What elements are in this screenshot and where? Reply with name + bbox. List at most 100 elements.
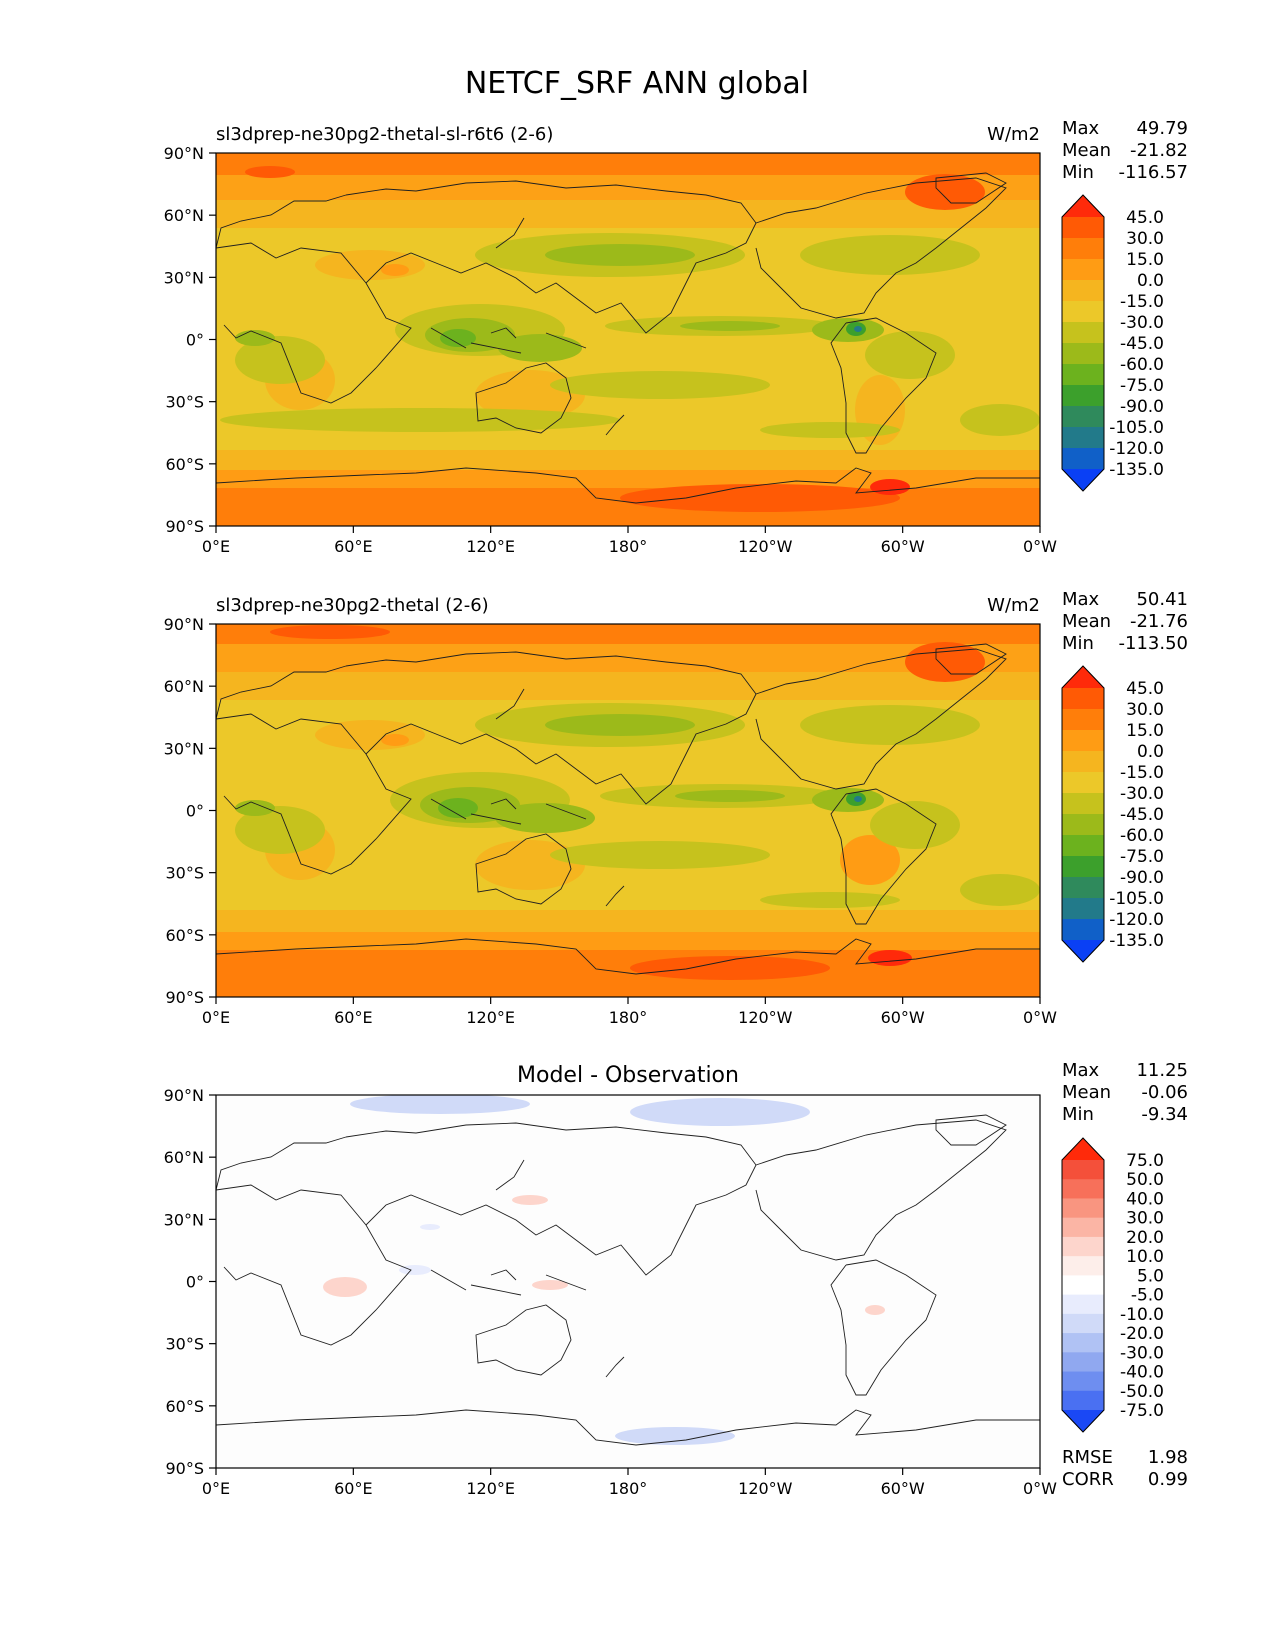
colorbar-label: 30.0 <box>1126 229 1164 249</box>
colorbar-bin <box>1062 322 1104 344</box>
colorbar-label: -135.0 <box>1109 931 1164 951</box>
colorbar-bin <box>1062 1236 1104 1257</box>
lat-tick-label: 90°N <box>164 615 204 634</box>
lat-tick-label: 30°S <box>165 393 204 412</box>
lat-tick-label: 30°N <box>164 268 204 287</box>
panel-1-map <box>216 153 1040 526</box>
panel-2-stat-value: -113.50 <box>1119 633 1188 654</box>
colorbar-bin <box>1062 1313 1104 1334</box>
lat-tick-label: 90°S <box>165 988 204 1007</box>
colorbar-label: 0.0 <box>1137 742 1164 762</box>
panel-3-colorbar: 75.050.040.030.020.010.05.0-5.0-10.0-20.… <box>1061 1137 1164 1433</box>
colorbar-label: 30.0 <box>1126 1209 1164 1229</box>
colorbar-bin <box>1062 1256 1104 1276</box>
panel-3-stat-label: Min <box>1062 1104 1094 1125</box>
colorbar-bin <box>1062 1371 1104 1392</box>
colorbar-label: -90.0 <box>1120 868 1164 888</box>
colorbar-label: -40.0 <box>1120 1363 1164 1383</box>
panel-1-stat-value: 49.79 <box>1136 118 1188 139</box>
colorbar-bin <box>1062 751 1104 773</box>
colorbar-label: -10.0 <box>1120 1305 1164 1325</box>
panel-2-stat-label: Min <box>1062 633 1094 654</box>
colorbar-label: 20.0 <box>1126 1228 1164 1248</box>
colorbar-label: 5.0 <box>1137 1266 1164 1286</box>
panel-2-colorbar: 45.030.015.00.0-15.0-30.0-45.0-60.0-75.0… <box>1061 665 1164 963</box>
colorbar-label: -135.0 <box>1109 460 1164 480</box>
lat-tick-label: 60°S <box>165 926 204 945</box>
colorbar-bin <box>1062 1294 1104 1315</box>
colorbar-bin <box>1062 385 1104 407</box>
lon-tick-label: 120°W <box>738 1479 793 1498</box>
colorbar-label: -30.0 <box>1120 1343 1164 1363</box>
colorbar-label: -45.0 <box>1120 805 1164 825</box>
panel-2-lon-axis: 0°E 60°E 120°E 180° 120°W 60°W 0°W <box>202 997 1057 1027</box>
colorbar-label: -75.0 <box>1120 847 1164 867</box>
colorbar-extend-min <box>1062 469 1104 491</box>
colorbar-bin <box>1062 688 1104 710</box>
colorbar-label: -20.0 <box>1120 1324 1164 1344</box>
lat-tick-label: 0° <box>186 802 204 821</box>
figure-title: NETCF_SRF ANN global <box>465 66 809 101</box>
colorbar-label: 10.0 <box>1126 1247 1164 1267</box>
lon-tick-label: 0°E <box>202 537 230 556</box>
lat-tick-label: 90°N <box>164 144 204 163</box>
panel-3-stat-label: Mean <box>1062 1082 1111 1103</box>
colorbar-extend-max <box>1062 195 1104 217</box>
panel-3-lat-axis: 90°N 60°N 30°N 0° 30°S 60°S 90°S <box>164 1086 216 1478</box>
panel-3-map <box>216 1095 1040 1468</box>
colorbar-label: -120.0 <box>1109 439 1164 459</box>
colorbar-bin <box>1062 1217 1104 1238</box>
panel-1-lat-axis: 90°N 60°N 30°N 0° 30°S 60°S 90°S <box>164 144 216 536</box>
colorbar-label: -30.0 <box>1120 313 1164 333</box>
panel-1-lon-axis: 0°E 60°E 120°E 180° 120°W 60°W 0°W <box>202 526 1057 556</box>
lon-tick-label: 180° <box>609 1479 648 1498</box>
lat-tick-label: 90°S <box>165 1459 204 1478</box>
colorbar-bin <box>1062 793 1104 815</box>
lat-tick-label: 60°N <box>164 206 204 225</box>
panel-2-lat-axis: 90°N 60°N 30°N 0° 30°S 60°S 90°S <box>164 615 216 1007</box>
colorbar-bin <box>1062 301 1104 323</box>
lat-tick-label: 60°S <box>165 455 204 474</box>
colorbar-bin <box>1062 1390 1104 1411</box>
lon-tick-label: 120°W <box>738 537 793 556</box>
lat-tick-label: 0° <box>186 331 204 350</box>
colorbar-bin <box>1062 1333 1104 1353</box>
colorbar-bin <box>1062 856 1104 878</box>
panel-2-map <box>216 624 1040 997</box>
panel-3-stat-value: 11.25 <box>1136 1060 1188 1081</box>
corr-label: CORR <box>1062 1469 1114 1490</box>
colorbar-label: -30.0 <box>1120 784 1164 804</box>
lat-tick-label: 90°N <box>164 1086 204 1105</box>
lon-tick-label: 60°W <box>881 1479 925 1498</box>
colorbar-label: -15.0 <box>1120 292 1164 312</box>
colorbar-bin <box>1062 1198 1104 1219</box>
colorbar-label: 15.0 <box>1126 250 1164 270</box>
colorbar-bin <box>1062 730 1104 752</box>
panel-2-stat-label: Mean <box>1062 611 1111 632</box>
panel-1-stat-value: -21.82 <box>1130 140 1188 161</box>
colorbar-label: -50.0 <box>1120 1382 1164 1402</box>
colorbar-label: -105.0 <box>1109 418 1164 438</box>
colorbar-extend-min <box>1062 1410 1104 1432</box>
lon-tick-label: 0°W <box>1023 1008 1057 1027</box>
panel-1-stat-label: Min <box>1062 162 1094 183</box>
panel-1-stat-value: -116.57 <box>1119 162 1188 183</box>
colorbar-bin <box>1062 280 1104 302</box>
colorbar-bin <box>1062 343 1104 365</box>
colorbar-bin <box>1062 217 1104 239</box>
colorbar-label: -75.0 <box>1120 376 1164 396</box>
colorbar-label: 0.0 <box>1137 271 1164 291</box>
rmse-value: 1.98 <box>1148 1447 1188 1468</box>
colorbar-bin <box>1062 835 1104 857</box>
colorbar-extend-min <box>1062 940 1104 962</box>
panel-3: Model - Observation Max 11.25 Mean -0.06… <box>164 1060 1188 1498</box>
colorbar-label: 50.0 <box>1126 1170 1164 1190</box>
colorbar-bin <box>1062 898 1104 920</box>
panel-2-stat-value: 50.41 <box>1136 589 1188 610</box>
colorbar-outline <box>1061 1137 1105 1433</box>
lon-tick-label: 60°W <box>881 537 925 556</box>
corr-value: 0.99 <box>1148 1469 1188 1490</box>
lon-tick-label: 120°E <box>466 1008 515 1027</box>
panel-1: sl3dprep-ne30pg2-thetal-sl-r6t6 (2-6) W/… <box>164 118 1188 556</box>
